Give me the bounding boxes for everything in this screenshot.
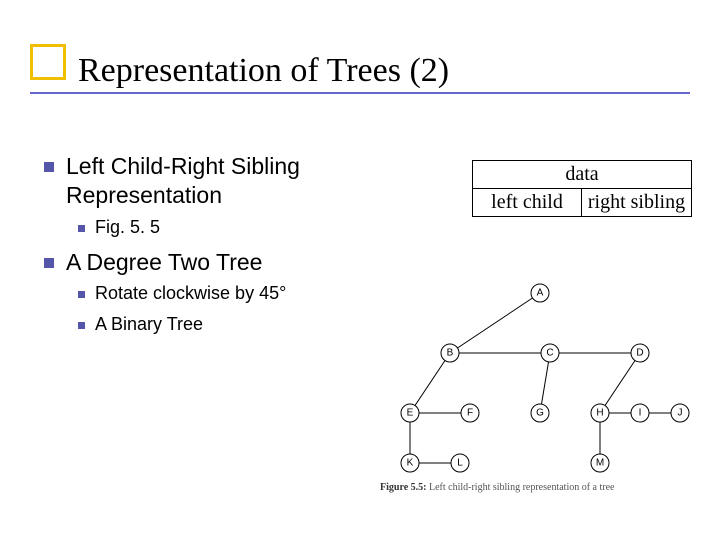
tree-figure: A B C D E F G H I J K L M Figure 5.5: Left child-rig… xyxy=(380,275,700,495)
outline-list: Left Child-Right Sibling Representation … xyxy=(44,152,374,345)
bullet-text: A Binary Tree xyxy=(95,314,203,335)
node-left-child-cell: left child xyxy=(472,189,582,217)
svg-text:L: L xyxy=(457,458,463,469)
svg-text:E: E xyxy=(407,408,414,419)
bullet-text: Rotate clockwise by 45° xyxy=(95,283,286,304)
title-underline xyxy=(30,92,690,94)
bullet-text: Fig. 5. 5 xyxy=(95,217,160,238)
bullet-level1: A Degree Two Tree xyxy=(44,248,374,277)
title-square-icon xyxy=(30,44,66,80)
svg-text:F: F xyxy=(467,408,473,419)
bullet-level2: Rotate clockwise by 45° xyxy=(78,283,374,304)
slide-title: Representation of Trees (2) xyxy=(78,52,690,90)
bullet-square-icon xyxy=(78,322,85,329)
node-data-cell: data xyxy=(472,160,692,189)
svg-text:A: A xyxy=(537,288,544,299)
figure-caption-label: Figure 5.5: xyxy=(380,482,426,493)
bullet-square-icon xyxy=(78,225,85,232)
bullet-square-icon xyxy=(44,258,54,268)
bullet-square-icon xyxy=(78,291,85,298)
tree-svg: A B C D E F G H I J K L M xyxy=(380,275,700,495)
bullet-square-icon xyxy=(44,162,54,172)
figure-caption: Figure 5.5: Left child-right sibling rep… xyxy=(380,482,614,493)
svg-text:H: H xyxy=(596,408,603,419)
node-right-sibling-cell: right sibling xyxy=(582,189,692,217)
svg-text:M: M xyxy=(596,458,604,469)
svg-text:C: C xyxy=(546,348,553,359)
bullet-text: A Degree Two Tree xyxy=(66,248,262,277)
svg-text:D: D xyxy=(636,348,643,359)
node-struct-diagram: data left child right sibling xyxy=(472,160,692,217)
svg-text:I: I xyxy=(639,408,642,419)
svg-text:G: G xyxy=(536,408,544,419)
svg-text:K: K xyxy=(407,458,414,469)
slide-title-block: Representation of Trees (2) xyxy=(30,52,690,90)
figure-caption-text: Left child-right sibling representation … xyxy=(426,482,614,493)
bullet-text: Left Child-Right Sibling Representation xyxy=(66,152,374,211)
bullet-level2: Fig. 5. 5 xyxy=(78,217,374,238)
svg-text:J: J xyxy=(678,408,683,419)
bullet-level2: A Binary Tree xyxy=(78,314,374,335)
svg-text:B: B xyxy=(447,348,454,359)
bullet-level1: Left Child-Right Sibling Representation xyxy=(44,152,374,211)
